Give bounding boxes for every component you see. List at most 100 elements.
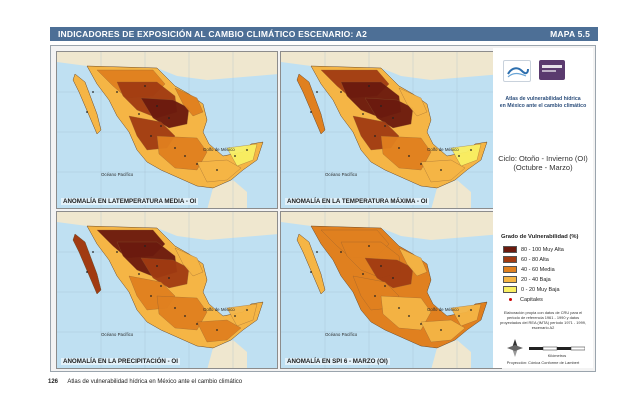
legend-swatch <box>503 276 517 283</box>
page-number: 126 <box>48 379 59 385</box>
capital-point <box>316 251 318 253</box>
legend-swatch <box>503 256 517 263</box>
vulnerability-zone <box>140 257 190 289</box>
capital-point <box>246 309 248 311</box>
cycle-line2: (Octubre - Marzo) <box>513 163 573 173</box>
capital-point <box>216 169 218 171</box>
capital-point <box>196 163 198 165</box>
capital-point <box>138 113 140 115</box>
vulnerability-zone <box>156 295 208 331</box>
map-panel-spi: Golfo de México Océano Pacífico ANOMALÍA… <box>280 211 502 369</box>
capital-point <box>310 271 312 273</box>
legend-label: 80 - 100 Muy Alta <box>521 246 564 253</box>
map-panel-temp-max: Golfo de México Océano Pacífico ANOMALÍA… <box>280 51 502 209</box>
vulnerability-zone <box>364 97 414 129</box>
map-number: MAPA 5.5 <box>550 29 590 39</box>
legend-label: 40 - 60 Media <box>521 266 555 273</box>
map-panel-precip: Golfo de México Océano Pacífico ANOMALÍA… <box>56 211 278 369</box>
mexico-map <box>281 212 501 368</box>
panel-title: ANOMALÍA EN LA TEMPERATURA MÁXIMA - OI <box>285 198 430 205</box>
capital-point <box>92 251 94 253</box>
gulf-label: Golfo de México <box>427 307 459 312</box>
legend-swatch <box>503 286 517 293</box>
capital-point <box>144 85 146 87</box>
capital-point <box>92 91 94 93</box>
capital-point <box>374 295 376 297</box>
capital-point <box>440 329 442 331</box>
legend-item: 80 - 100 Muy Alta <box>503 245 564 254</box>
capital-point <box>368 245 370 247</box>
capitals-label: Capitales <box>520 296 543 303</box>
panel-title: ANOMALÍA EN LA PRECIPITACIÓN - OI <box>61 358 180 365</box>
capital-point <box>246 149 248 151</box>
capital-point <box>156 265 158 267</box>
legend-capitals: Capitales <box>503 295 543 304</box>
capital-point <box>310 111 312 113</box>
header-title: INDICADORES DE EXPOSICIÓN AL CAMBIO CLIM… <box>58 29 368 39</box>
capital-point <box>420 323 422 325</box>
vulnerability-zone <box>380 295 432 331</box>
capital-dot-icon <box>509 298 512 301</box>
capital-point <box>160 125 162 127</box>
capital-point <box>116 251 118 253</box>
projection-label: Proyección: Cónica Conforme de Lambert <box>506 360 580 365</box>
semarnat-logo <box>539 60 565 80</box>
central-america-land <box>207 340 247 368</box>
capital-point <box>470 309 472 311</box>
capital-point <box>138 273 140 275</box>
capital-point <box>362 273 364 275</box>
cycle-label: Ciclo: Otoño - Invierno (OI) (Octubre - … <box>493 154 593 173</box>
central-america-land <box>207 180 247 208</box>
capital-point <box>184 155 186 157</box>
gulf-label: Golfo de México <box>203 307 235 312</box>
baja-california <box>296 73 326 135</box>
semarnat-seal-icon <box>542 65 562 72</box>
atlas-title-line1: Atlas de vulnerabilidad hídrica <box>505 96 581 102</box>
vulnerability-zone <box>156 135 208 171</box>
imta-logo-icon <box>507 67 529 78</box>
mexico-map <box>281 52 501 208</box>
capital-point <box>380 105 382 107</box>
capital-point <box>196 323 198 325</box>
capital-point <box>150 135 152 137</box>
capital-point <box>384 125 386 127</box>
capital-point <box>408 155 410 157</box>
vulnerability-zone <box>196 159 242 183</box>
capital-point <box>458 315 460 317</box>
capital-point <box>420 163 422 165</box>
capital-point <box>316 91 318 93</box>
capital-point <box>144 245 146 247</box>
imta-logo <box>503 60 531 82</box>
page-header: INDICADORES DE EXPOSICIÓN AL CAMBIO CLIM… <box>50 27 598 41</box>
legend-swatch <box>503 246 517 253</box>
capital-point <box>340 91 342 93</box>
capital-point <box>368 85 370 87</box>
capital-point <box>392 277 394 279</box>
capital-point <box>374 135 376 137</box>
gulf-label: Golfo de México <box>203 147 235 152</box>
capital-point <box>408 315 410 317</box>
pacific-label: Océano Pacífico <box>101 172 134 177</box>
vulnerability-zone <box>140 97 190 129</box>
legend-swatch <box>503 266 517 273</box>
legend-label: 60 - 80 Alta <box>521 256 549 263</box>
capital-point <box>168 277 170 279</box>
map-sidebar: Atlas de vulnerabilidad hídrica en Méxic… <box>493 48 593 368</box>
scale-bar <box>529 346 585 351</box>
mexico-map <box>57 212 277 368</box>
usa-land <box>57 212 277 240</box>
capital-point <box>174 307 176 309</box>
capital-point <box>384 285 386 287</box>
gulf-label: Golfo de México <box>427 147 459 152</box>
map-panel-temp-media: Golfo de México Océano Pacífico ANOMALÍA… <box>56 51 278 209</box>
capital-point <box>156 105 158 107</box>
panel-title: ANOMALÍA EN SPI 6 - MARZO (OI) <box>285 358 390 365</box>
capital-point <box>216 329 218 331</box>
vulnerability-zone <box>380 135 432 171</box>
capital-point <box>86 111 88 113</box>
vulnerability-zone <box>420 319 466 343</box>
atlas-title-line2: en México ante el cambio climático <box>499 102 587 109</box>
capital-point <box>362 113 364 115</box>
capital-point <box>160 285 162 287</box>
vulnerability-zone <box>398 87 428 117</box>
